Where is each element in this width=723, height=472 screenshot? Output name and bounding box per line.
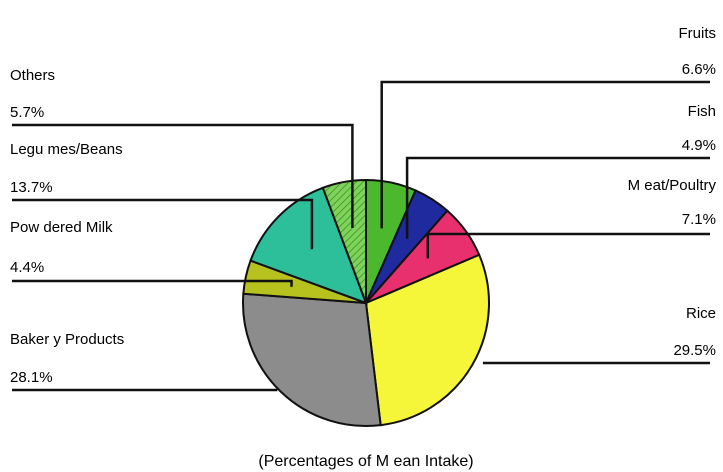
- pie-slice-rice: [364, 253, 490, 427]
- slice-value-label: 4.9%: [682, 137, 716, 154]
- slice-name-label: Pow dered Milk: [10, 219, 113, 236]
- leader-line: [12, 198, 314, 250]
- slice-name-label: Fish: [688, 103, 716, 120]
- slice-value-label: 6.6%: [682, 61, 716, 78]
- leader-line: [12, 123, 354, 228]
- slice-name-label: Legu mes/Beans: [10, 141, 123, 158]
- leader-line: [405, 156, 710, 239]
- leader-lines: [12, 80, 710, 392]
- pie-slices: [242, 178, 490, 427]
- slice-value-label: 5.7%: [10, 104, 44, 121]
- leader-line: [426, 232, 710, 259]
- pie-slice-legu-mes-beans: [249, 186, 368, 305]
- slice-name-label: Baker y Products: [10, 331, 124, 348]
- pie-slice-baker-y-products: [242, 292, 382, 427]
- leader-line: [12, 279, 293, 287]
- slice-name-label: Fruits: [679, 25, 717, 42]
- chart-caption: (Percentages of M ean Intake): [258, 453, 473, 470]
- slice-name-label: Rice: [686, 305, 716, 322]
- slice-value-label: 7.1%: [682, 211, 716, 228]
- pie-slice-others: [321, 178, 367, 304]
- slice-value-label: 4.4%: [10, 259, 44, 276]
- slice-name-label: M eat/Poultry: [628, 177, 717, 194]
- slice-value-label: 28.1%: [10, 369, 53, 386]
- slice-name-label: Others: [10, 67, 55, 84]
- slice-value-label: 13.7%: [10, 179, 53, 196]
- slice-labels: Fruits 6.6% Fish 4.9% M eat/Poultry 7.1% Rice 2…: [10, 25, 716, 386]
- slice-value-label: 29.5%: [673, 342, 716, 359]
- leader-line: [380, 80, 710, 229]
